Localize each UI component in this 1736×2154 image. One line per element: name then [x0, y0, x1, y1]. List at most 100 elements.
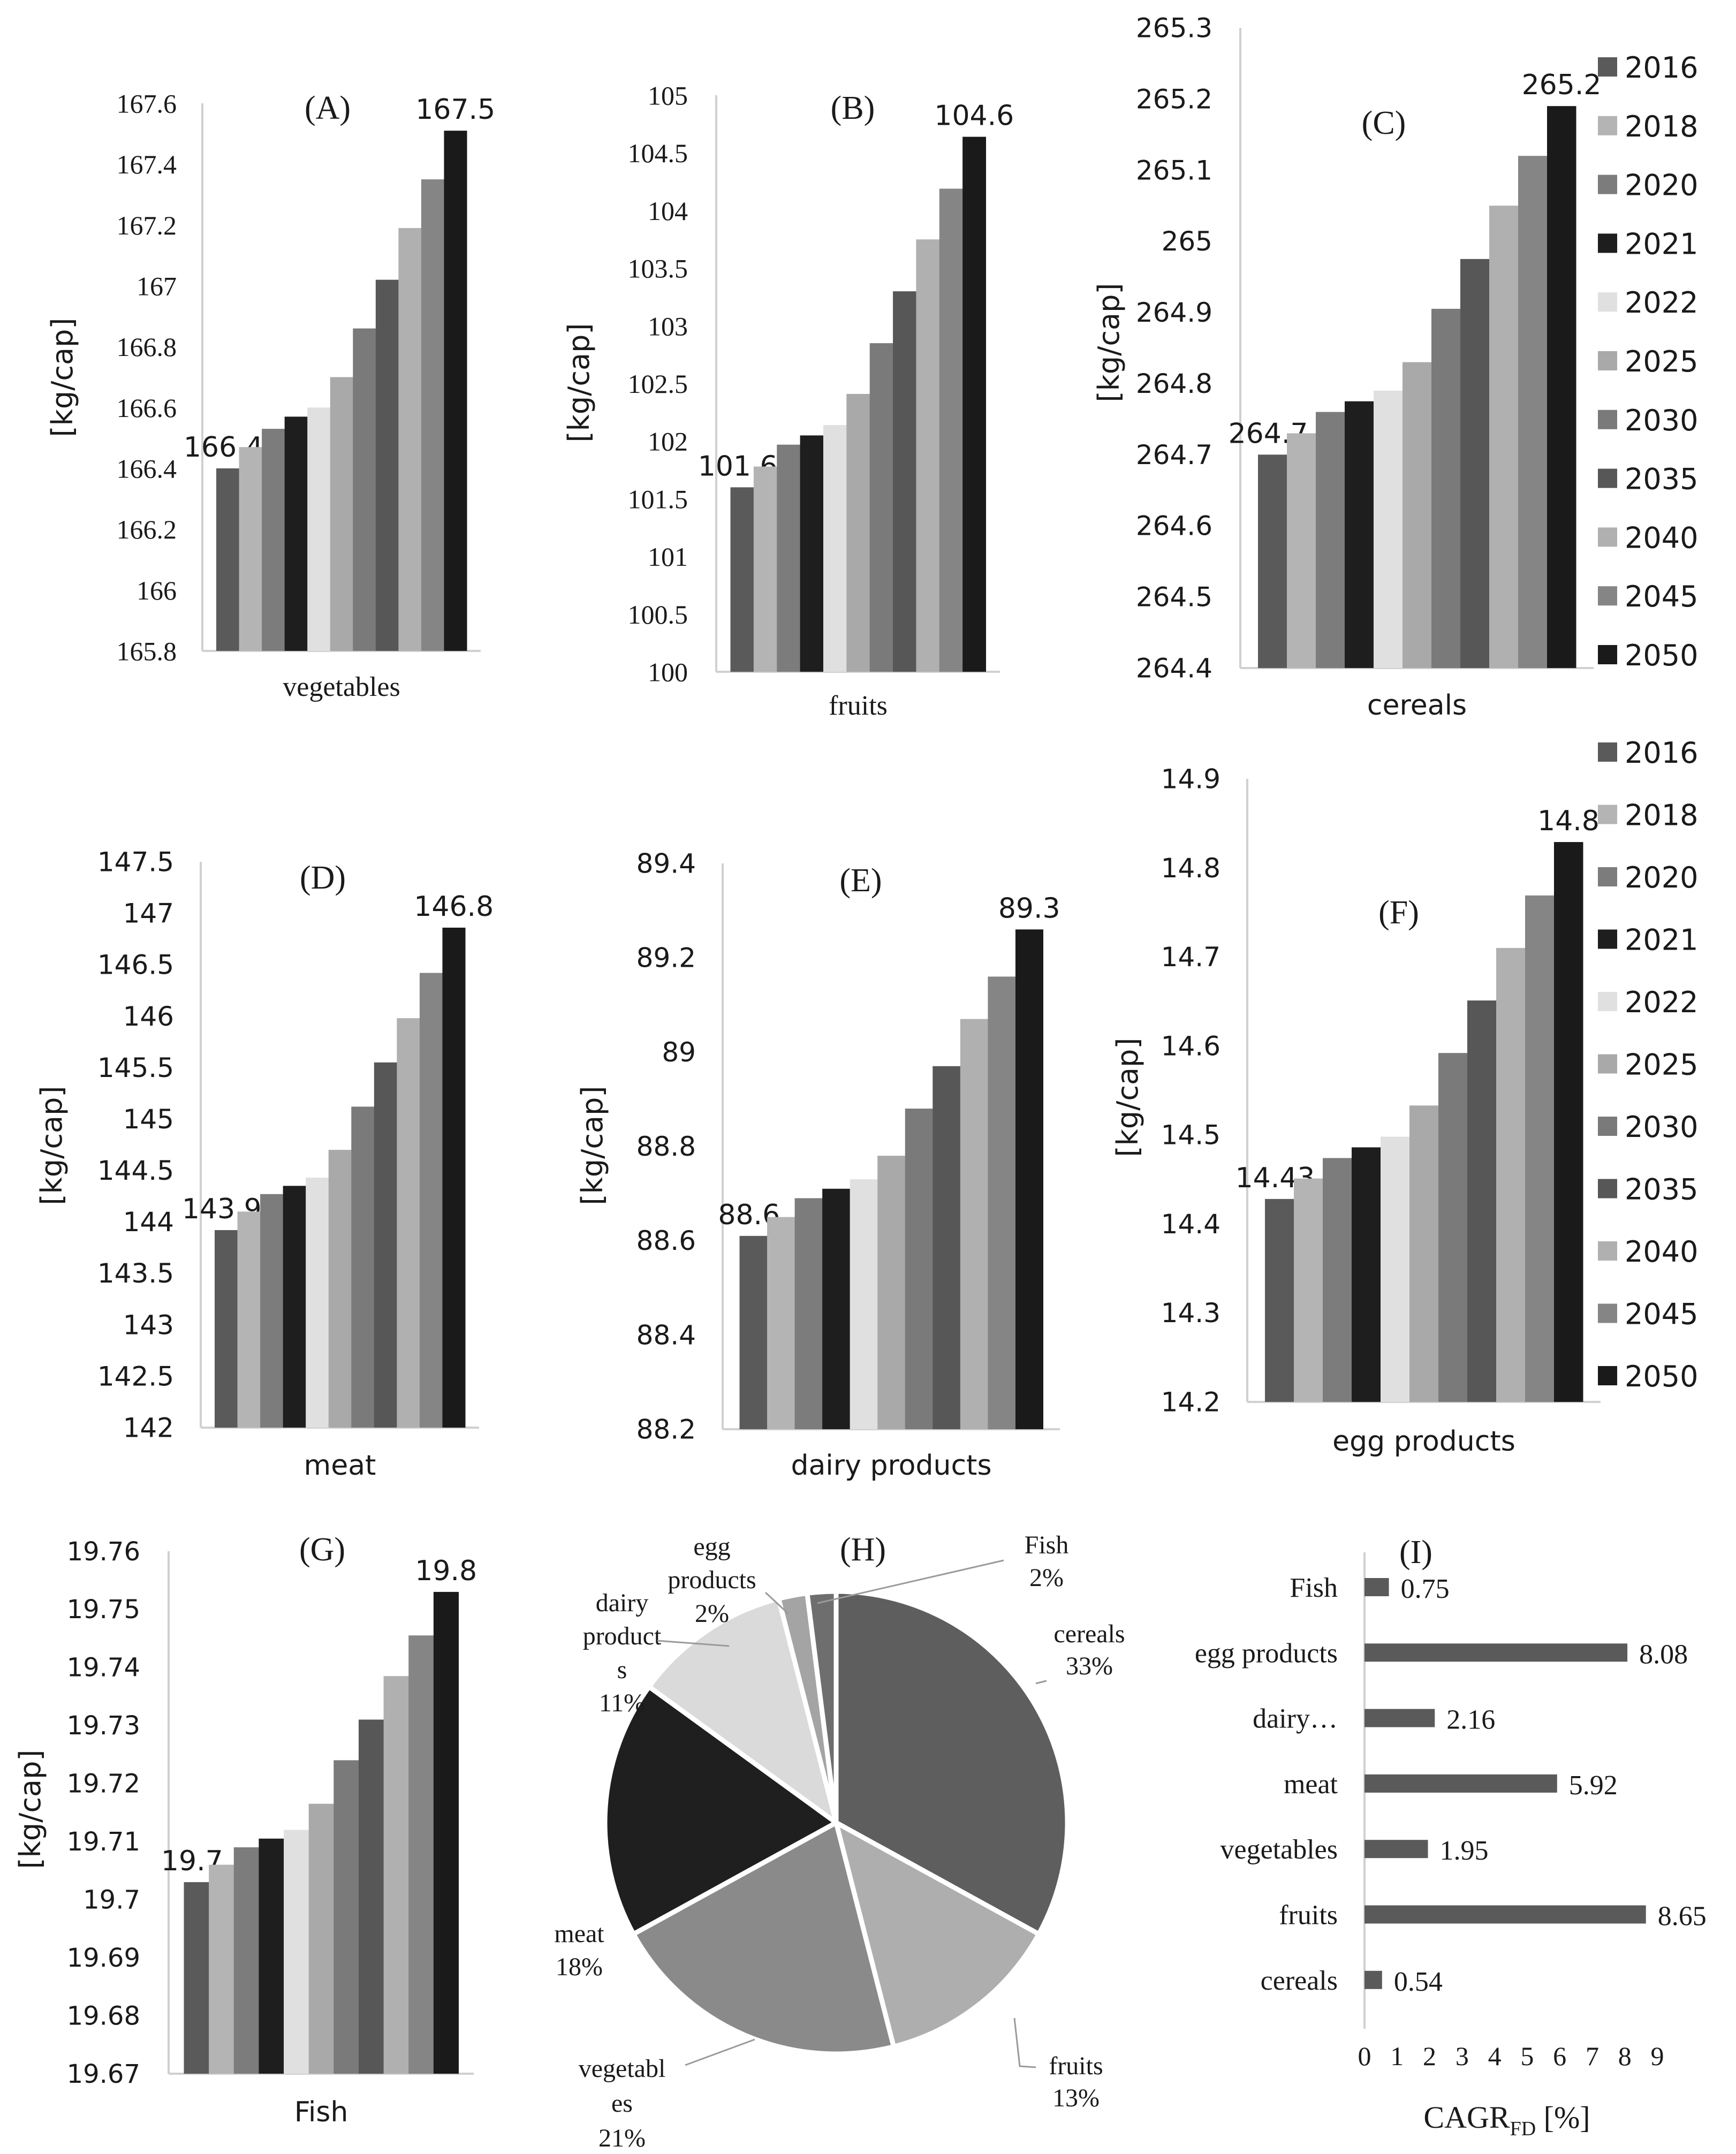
y-axis-label: [kg/cap]	[46, 318, 79, 437]
y-tick-label: 14.6	[1161, 1030, 1220, 1061]
data-label: 104.6	[934, 100, 1014, 132]
bar-2020	[1323, 1158, 1352, 1402]
bar-2020	[233, 1847, 259, 2074]
x-tick-label: 2	[1423, 2041, 1436, 2071]
y-tick-label: 166.4	[117, 454, 177, 484]
bar-2021	[800, 435, 824, 672]
legend-swatch-2050	[1598, 645, 1617, 664]
panel-label: (F)	[1378, 894, 1419, 931]
bar-2050	[1547, 106, 1576, 669]
bar-2045	[1525, 895, 1555, 1402]
slice-dairy-products	[646, 1596, 840, 1829]
legend-label-2045: 2045	[1625, 1298, 1698, 1331]
legend: 2016 2018 2020 2021 2022 2025 2030 2035 2040 2045…	[1598, 51, 1698, 672]
leader-line-vegetables	[685, 2038, 755, 2066]
y-tick-label: 143	[123, 1309, 174, 1340]
legend-label-2016: 2016	[1625, 51, 1698, 85]
y-tick-label: 100	[648, 657, 688, 687]
data-label: 146.8	[414, 891, 494, 923]
bar-2018	[209, 1864, 234, 2074]
y-tick-label: 102	[648, 427, 688, 457]
panel-label: (D)	[300, 860, 346, 896]
x-tick-label: 1	[1390, 2041, 1404, 2071]
x-tick-label: 6	[1553, 2041, 1566, 2071]
bar-2050	[962, 136, 986, 672]
x-tick-label: 3	[1455, 2041, 1469, 2071]
bar-2021	[284, 416, 308, 651]
bar-2035	[933, 1066, 961, 1429]
chart-F: 14.214.314.414.514.614.714.814.914.4314.…	[1111, 736, 1698, 1458]
bar-2022	[823, 425, 847, 672]
x-axis-label: meat	[304, 1450, 376, 1482]
y-tick-label: 19.69	[67, 1943, 140, 1973]
hbar-fruits	[1364, 1905, 1646, 1924]
y-tick-label: 14.7	[1161, 942, 1220, 973]
legend-swatch-2020	[1598, 175, 1617, 194]
x-tick-label: 0	[1358, 2041, 1371, 2071]
bar-2018	[753, 466, 777, 672]
y-tick-label: 142	[123, 1413, 174, 1444]
bar-2016	[216, 468, 240, 651]
bar-2025	[1409, 1105, 1439, 1402]
slice-pct-egg-products: 2%	[695, 1599, 729, 1628]
legend: 2016 2018 2020 2021 2022 2025 2030 2035 2040 2045…	[1598, 736, 1698, 1393]
bar-2016	[215, 1230, 238, 1428]
x-tick-label: 5	[1520, 2041, 1534, 2071]
y-tick-label: 166	[137, 575, 177, 605]
y-tick-label: 14.2	[1161, 1387, 1220, 1418]
bar-2020	[1316, 412, 1345, 668]
legend-label-2030: 2030	[1625, 404, 1698, 437]
legend-label-2025: 2025	[1625, 345, 1698, 378]
legend-swatch-2022	[1598, 992, 1617, 1011]
y-tick-label: 19.74	[67, 1653, 140, 1683]
bar-2035	[374, 1062, 397, 1428]
y-tick-label: 144	[123, 1207, 174, 1238]
hbar-Fish	[1364, 1578, 1389, 1596]
bar-2040	[1496, 947, 1526, 1402]
slice-label-dairy-products: dairy	[596, 1589, 649, 1617]
bar-2045	[1518, 156, 1548, 668]
bar-2022	[307, 407, 331, 651]
bar-2045	[421, 179, 444, 651]
y-tick-label: 166.8	[117, 332, 177, 362]
x-axis-label: fruits	[829, 691, 888, 721]
chart-B: 100 100.5 101 101.5 102 102.5 103 103.5 104 104.5…	[562, 81, 1014, 722]
leader-line-fruits	[1013, 2018, 1036, 2068]
bar-2040	[398, 228, 422, 651]
slice-fruits	[832, 1818, 1042, 2050]
x-axis-label: vegetables	[283, 672, 400, 702]
x-tick-label: 8	[1618, 2041, 1632, 2071]
hbar-cereals	[1364, 1970, 1382, 1989]
y-tick-label: 143.5	[97, 1258, 174, 1289]
bar-2035	[1467, 1000, 1497, 1402]
bar-2050	[1015, 929, 1043, 1429]
y-tick-label: 89.2	[636, 943, 696, 974]
bar-2045	[939, 188, 963, 672]
legend-swatch-2021	[1598, 929, 1617, 949]
bar-2018	[767, 1217, 795, 1429]
legend-swatch-2025	[1598, 1054, 1617, 1074]
legend-label-2050: 2050	[1625, 1360, 1698, 1393]
legend-label-2018: 2018	[1625, 110, 1698, 143]
y-tick-label: 105	[648, 81, 688, 111]
y-tick-label: 264.8	[1136, 368, 1212, 399]
slice-vegetables	[630, 1819, 897, 2057]
bar-2025	[1403, 362, 1432, 668]
slice-label-vegetables: es	[611, 2089, 633, 2118]
bar-2018	[1294, 1178, 1323, 1402]
bar-2020	[794, 1198, 823, 1429]
legend-swatch-2016	[1598, 742, 1617, 762]
bar-2025	[308, 1803, 334, 2074]
bar-2030	[869, 343, 893, 672]
legend-label-2025: 2025	[1625, 1048, 1698, 1082]
category-label: dairy…	[1253, 1704, 1338, 1734]
bar-2035	[375, 279, 399, 651]
legend-swatch-2040	[1598, 527, 1617, 547]
legend-swatch-2021	[1598, 233, 1617, 253]
bar-2035	[893, 291, 916, 672]
y-tick-label: 101	[648, 542, 688, 572]
bar-2020	[260, 1194, 284, 1428]
slice-cereals	[833, 1589, 1070, 1938]
y-axis-label: [kg/cap]	[35, 1086, 69, 1205]
bar-2040	[916, 239, 940, 672]
